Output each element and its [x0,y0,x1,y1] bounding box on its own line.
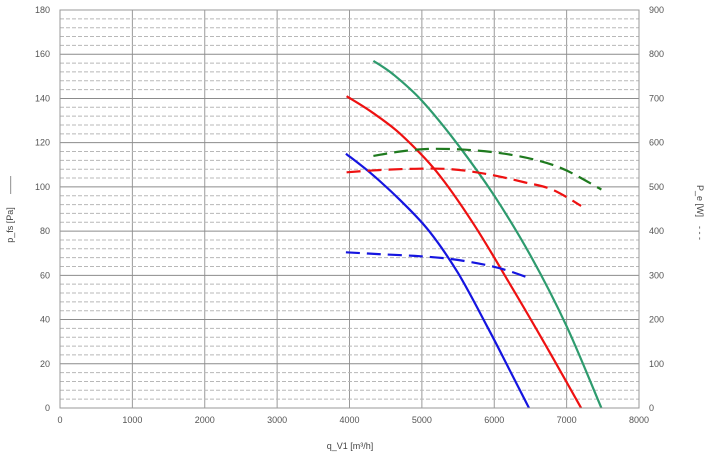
x-tick-label: 8000 [629,415,649,425]
x-tick-label: 2000 [195,415,215,425]
pressure-curve-3 [345,152,530,409]
x-axis-title: q_V1 [m³/h] [327,441,374,451]
y-axis-title-group: p_fs [Pa] —— [5,176,15,243]
x-tick-label: 3000 [267,415,287,425]
y-axis-line-key: —— [5,176,15,194]
y2-tick-label: 600 [649,138,664,148]
x-tick-label: 4000 [339,415,359,425]
plot-frame [59,9,640,409]
y2-tick-label: 100 [649,359,664,369]
y2-tick-label: 200 [649,315,664,325]
y2-tick-label: 900 [649,5,664,15]
x-tick-label: 1000 [122,415,142,425]
y2-tick-label: 0 [649,403,654,413]
y2-tick-label: 300 [649,270,664,280]
y-tick-label: 160 [35,49,50,59]
y-tick-label: 40 [40,315,50,325]
y2-axis-dash-key: - - - [695,226,705,240]
power-curve-5 [346,167,582,207]
y2-axis-ticks: 0 100 200 300 400 500 600 700 800 900 [649,5,664,413]
y2-tick-label: 500 [649,182,664,192]
y-tick-label: 0 [45,403,50,413]
grid [60,10,639,408]
y2-tick-label: 400 [649,226,664,236]
x-axis-ticks: 0 1000 2000 3000 4000 5000 6000 7000 8000 [57,415,649,425]
y2-axis-title-group: P_e [W] - - - [695,185,705,240]
power-curve-6 [345,251,530,280]
y-tick-label: 100 [35,182,50,192]
y-axis-ticks: 0 20 40 60 80 100 120 140 160 180 [35,5,50,413]
y-tick-label: 140 [35,93,50,103]
power-curve-4 [373,147,602,191]
y-tick-label: 80 [40,226,50,236]
y-tick-label: 180 [35,5,50,15]
x-tick-label: 5000 [412,415,432,425]
y-tick-label: 120 [35,138,50,148]
y2-tick-label: 800 [649,49,664,59]
x-tick-label: 7000 [557,415,577,425]
y-tick-label: 20 [40,359,50,369]
series-layer [345,59,603,409]
pressure-curve-2 [346,95,583,409]
x-tick-label: 6000 [484,415,504,425]
y-tick-label: 60 [40,270,50,280]
y-axis-title: p_fs [Pa] [5,207,15,243]
y2-tick-label: 700 [649,93,664,103]
y2-axis-title: P_e [W] [695,185,705,217]
x-tick-label: 0 [57,415,62,425]
pressure-curve-1 [372,59,603,409]
